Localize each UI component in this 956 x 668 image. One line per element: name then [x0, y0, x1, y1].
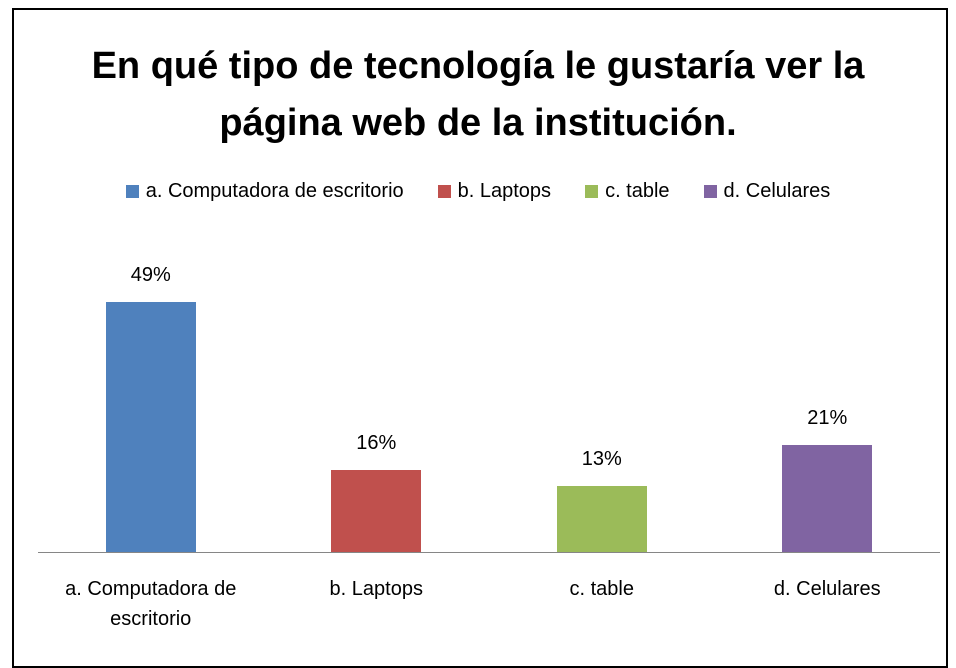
data-label: 13% — [581, 447, 622, 470]
bar — [331, 470, 422, 552]
x-tick-label: d. Celulares — [773, 578, 881, 600]
legend-label: a. Computadora de escritorio — [145, 180, 404, 202]
legend-item: d. Celulares — [703, 180, 831, 203]
legend: a. Computadora de escritorio b. Laptops c.… — [20, 180, 936, 203]
data-label: 21% — [807, 406, 848, 429]
legend-swatch — [585, 185, 599, 198]
legend-label: d. Celulares — [723, 180, 831, 202]
bar — [782, 444, 873, 552]
legend-item: b. Laptops — [437, 180, 552, 203]
x-tick-label: a. Computadora de escritorio — [65, 578, 237, 630]
legend-swatch — [437, 185, 451, 198]
data-label: 49% — [130, 264, 171, 286]
bar — [556, 485, 647, 552]
legend-item: a. Computadora de escritorio — [125, 180, 404, 203]
legend-label: b. Laptops — [457, 180, 552, 202]
legend-label: c. table — [605, 180, 670, 202]
x-axis-line — [38, 552, 940, 553]
legend-swatch — [125, 185, 139, 198]
x-tick-label: b. Laptops — [329, 578, 423, 600]
data-label: 16% — [356, 432, 397, 455]
page: En qué tipo de tecnología le gustaría ve… — [12, 8, 948, 668]
legend-swatch — [703, 185, 717, 198]
bar — [105, 302, 196, 552]
x-tick-label: c. table — [569, 578, 634, 600]
legend-item: c. table — [585, 180, 670, 203]
chart-title: En qué tipo de tecnología le gustaría ve… — [91, 45, 865, 144]
